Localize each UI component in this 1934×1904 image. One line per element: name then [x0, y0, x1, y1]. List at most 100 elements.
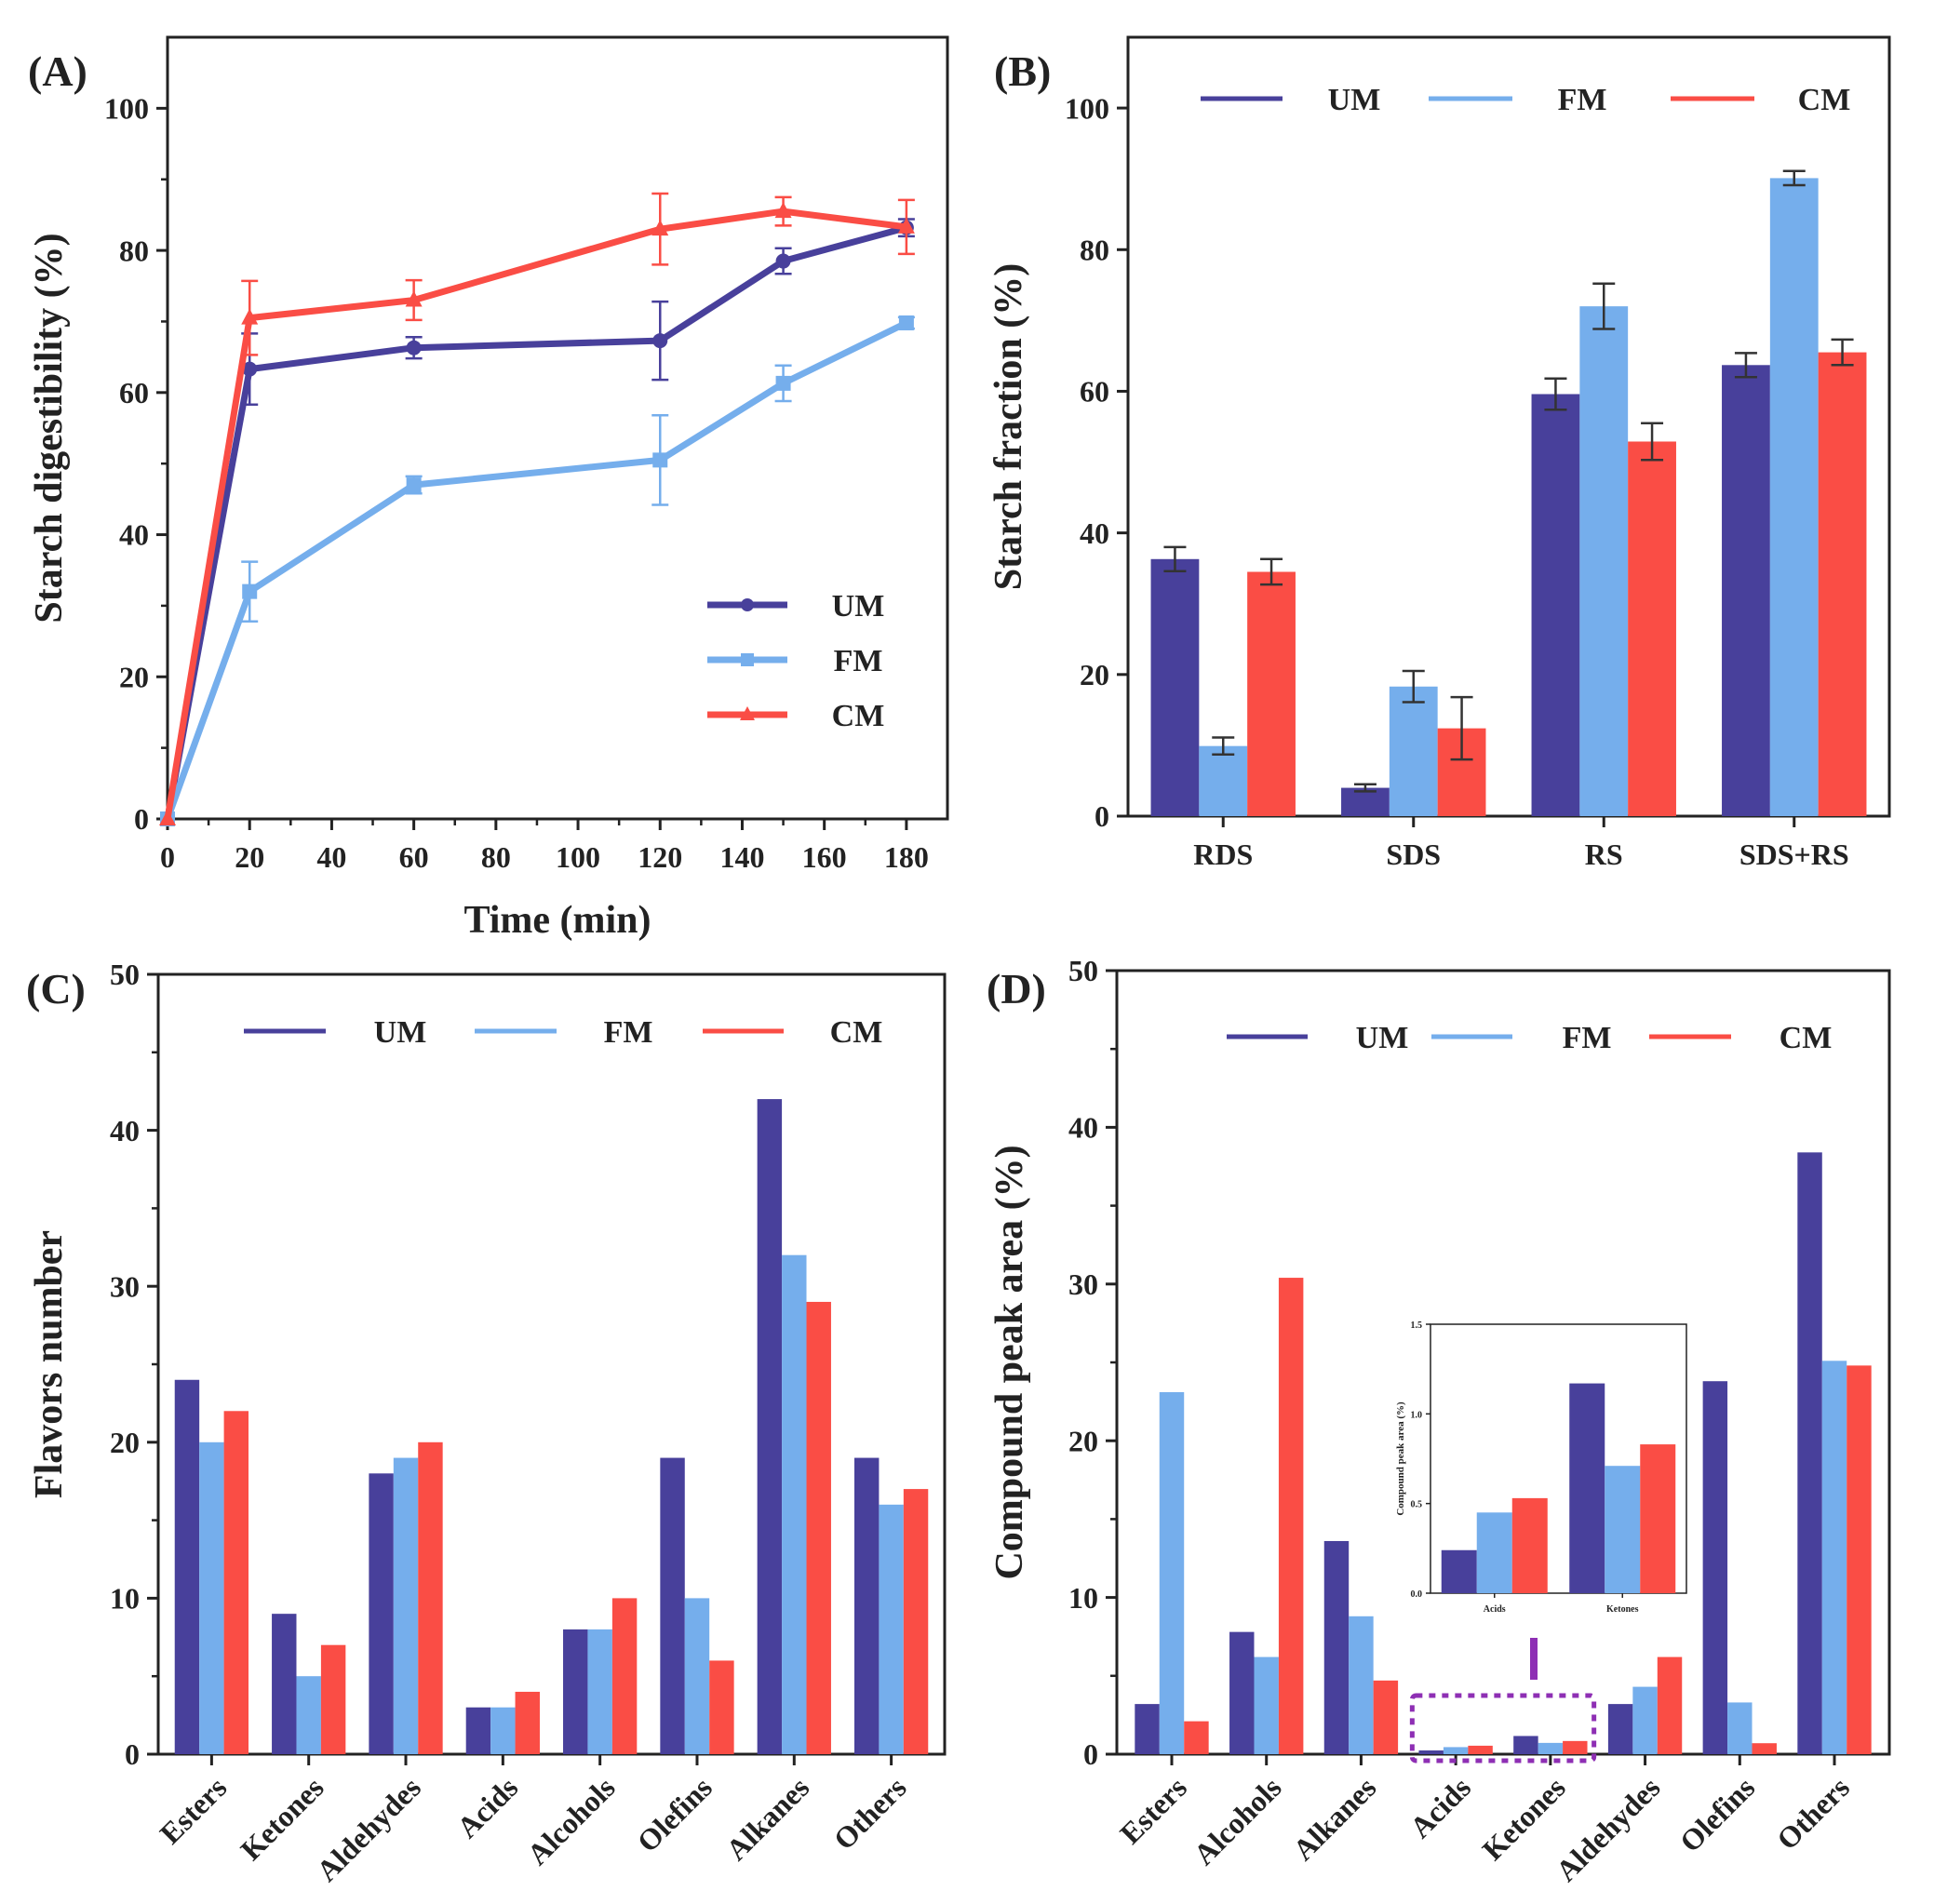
- legend-marker: [740, 706, 755, 720]
- y-tick-label: 40: [1068, 1111, 1098, 1145]
- bar-um: [563, 1629, 588, 1754]
- series-line-cm: [164, 208, 907, 820]
- x-tick-label: Alkanes: [719, 1770, 815, 1866]
- legend-label: CM: [832, 699, 885, 733]
- bar-cm: [1563, 1740, 1588, 1754]
- bar-fm: [393, 1457, 419, 1754]
- y-tick-label: 30: [110, 1269, 140, 1303]
- inset-y-tick-label: 1.0: [1411, 1410, 1423, 1420]
- inset-bar-fm: [1605, 1466, 1641, 1593]
- y-axis-label: Compound peak area (%): [988, 1145, 1031, 1579]
- y-tick-label: 10: [1068, 1581, 1098, 1615]
- panel-b: (B) 0 20 40 60 80 100 RDS SDS RS SDS+RS Starch frac…: [987, 35, 1891, 871]
- data-point: [774, 202, 792, 219]
- bar-fm: [587, 1629, 612, 1754]
- bar-fm: [1389, 686, 1438, 816]
- y-tick-label: 100: [1065, 91, 1109, 125]
- legend-label: FM: [604, 1015, 653, 1050]
- bar-fm: [1538, 1742, 1564, 1754]
- inset-y-axis-label: Compound peak area (%): [1395, 1401, 1406, 1516]
- x-tick-label: Esters: [154, 1770, 234, 1850]
- bar-um: [174, 1379, 200, 1754]
- data-point: [406, 477, 422, 493]
- bar-um: [1323, 1540, 1350, 1754]
- inset-bar-fm: [1476, 1512, 1512, 1593]
- bar-fm: [1632, 1686, 1658, 1754]
- x-tick-label: Ketones: [234, 1770, 329, 1866]
- bar-fm: [684, 1598, 710, 1754]
- legend-label: CM: [1780, 1021, 1833, 1055]
- x-tick-label: RS: [1585, 838, 1623, 871]
- x-tick-label: 140: [719, 840, 764, 874]
- bar-cm: [1847, 1365, 1872, 1754]
- y-tick-label: 50: [110, 958, 140, 991]
- x-tick-label: Others: [1770, 1770, 1856, 1856]
- bar-cm: [418, 1441, 443, 1754]
- inset-frame: [1430, 1323, 1687, 1594]
- bar-um: [1135, 1704, 1160, 1754]
- inset-y-tick-label: 1.5: [1411, 1321, 1423, 1331]
- bar-fm: [1159, 1391, 1185, 1754]
- y-tick-label: 20: [1080, 658, 1109, 691]
- panel-label: (D): [987, 965, 1046, 1012]
- legend-label: UM: [1328, 83, 1381, 117]
- inset-x-tick-label: Acids: [1484, 1604, 1506, 1615]
- y-axis-label: Starch digestibility (%): [28, 233, 71, 623]
- inset-bar-um: [1441, 1549, 1477, 1593]
- x-tick-label: Alcohols: [520, 1770, 621, 1870]
- bar-fm: [782, 1254, 807, 1754]
- x-tick-label: Acids: [1403, 1770, 1478, 1844]
- y-tick-label: 80: [119, 234, 149, 267]
- data-point: [242, 583, 258, 599]
- bar-cm: [1278, 1278, 1304, 1754]
- x-tick-label: Ketones: [1475, 1770, 1571, 1866]
- highlight-box: [1409, 1693, 1597, 1763]
- bar-um: [1702, 1381, 1728, 1754]
- data-point: [775, 375, 791, 391]
- data-point: [159, 810, 176, 825]
- y-axis-label: Flavors number: [28, 1230, 71, 1498]
- panel-label: (B): [994, 47, 1051, 95]
- y-tick-label: 100: [104, 92, 149, 126]
- panel-label: (C): [26, 965, 86, 1012]
- y-tick-label: 20: [110, 1426, 140, 1459]
- x-tick-label: 80: [481, 840, 511, 874]
- legend-label: CM: [830, 1015, 883, 1050]
- bar-cm: [1247, 571, 1296, 816]
- bar-um: [1531, 394, 1580, 816]
- legend-label: FM: [834, 644, 883, 678]
- x-tick-label: Olefins: [1673, 1770, 1762, 1858]
- bar-um: [1150, 558, 1200, 816]
- x-tick-label: RDS: [1193, 838, 1253, 871]
- data-point: [406, 340, 422, 355]
- y-tick-label: 0: [134, 802, 149, 836]
- inset-bar-cm: [1640, 1444, 1676, 1593]
- y-tick-label: 40: [1080, 516, 1109, 550]
- inset-bar-um: [1569, 1383, 1605, 1593]
- x-tick-label: 180: [884, 840, 929, 874]
- legend-label: UM: [374, 1015, 427, 1050]
- data-point: [241, 308, 259, 325]
- bar-fm: [1254, 1656, 1279, 1754]
- bar-cm: [709, 1660, 734, 1754]
- inset-y-tick-label: 0.0: [1411, 1589, 1423, 1600]
- bar-um: [465, 1707, 491, 1754]
- x-tick-label: Others: [827, 1770, 913, 1856]
- bar-cm: [806, 1301, 831, 1754]
- data-point: [897, 217, 915, 234]
- x-tick-label: Aldehydes: [310, 1770, 427, 1887]
- y-tick-label: 20: [119, 660, 149, 693]
- bar-um: [369, 1473, 394, 1754]
- bar-fm: [296, 1676, 321, 1754]
- plot-frame: [166, 35, 949, 821]
- bar-cm: [1818, 352, 1867, 816]
- inset-chart: 0.0 0.5 1.0 1.5 Compound peak area (%) Acids K…: [1387, 1317, 1696, 1638]
- plot-frame: [1126, 35, 1891, 818]
- bar-cm: [903, 1489, 929, 1754]
- y-tick-label: 60: [1080, 375, 1109, 409]
- bar-um: [1418, 1750, 1444, 1754]
- data-point: [652, 452, 668, 468]
- x-tick-label: Esters: [1113, 1770, 1193, 1850]
- legend-label: UM: [1356, 1021, 1409, 1055]
